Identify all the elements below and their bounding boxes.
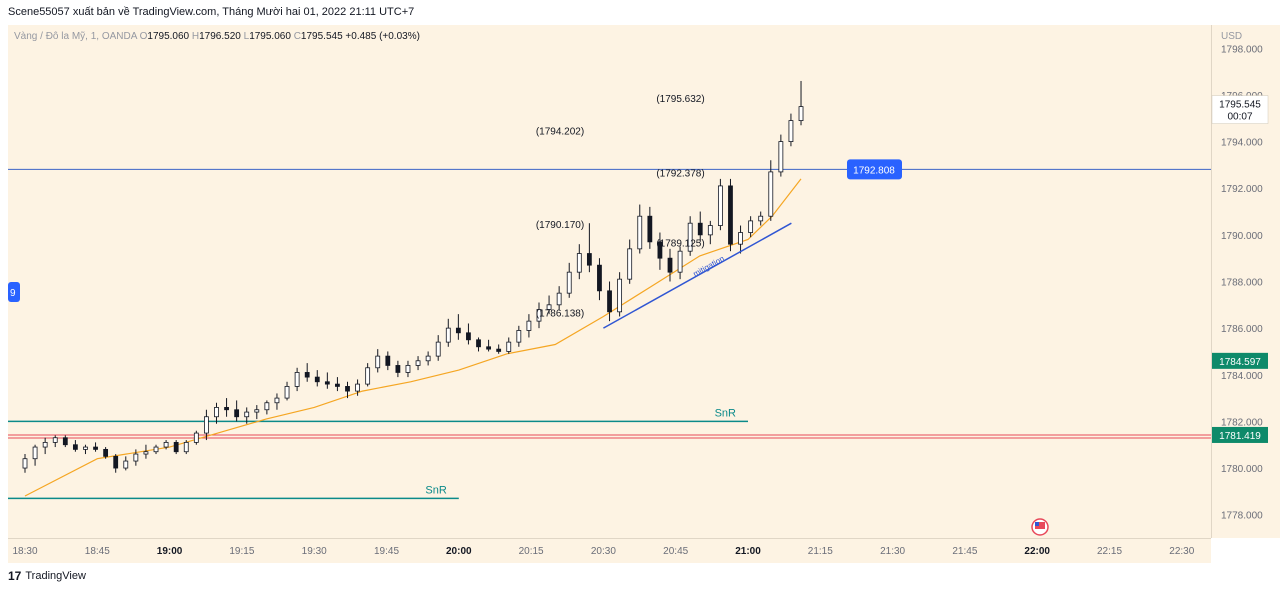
open-label: O bbox=[139, 31, 148, 42]
open-value: 1795.060 bbox=[147, 31, 190, 42]
low-label: L bbox=[243, 31, 250, 42]
footer: 17 TradingView bbox=[8, 569, 86, 583]
tradingview-logo-icon: 17 bbox=[8, 569, 22, 583]
close-label: C bbox=[293, 31, 301, 42]
footer-brand: TradingView bbox=[25, 570, 86, 582]
chart-area[interactable] bbox=[8, 25, 1211, 538]
price-axis[interactable] bbox=[1211, 25, 1280, 538]
publish-header: Scene55057 xuất bản về TradingView.com, … bbox=[8, 6, 415, 18]
change-value: +0.485 (+0.03%) bbox=[345, 31, 420, 42]
symbol-label: Vàng / Đô la Mỹ, 1, OANDA bbox=[14, 31, 137, 42]
close-value: 1795.545 bbox=[300, 31, 343, 42]
low-value: 1795.060 bbox=[249, 31, 291, 42]
high-value: 1796.520 bbox=[199, 31, 241, 42]
time-axis[interactable] bbox=[8, 538, 1211, 563]
ohlc-legend: Vàng / Đô la Mỹ, 1, OANDA O1795.060 H179… bbox=[14, 31, 420, 42]
high-label: H bbox=[191, 31, 200, 42]
